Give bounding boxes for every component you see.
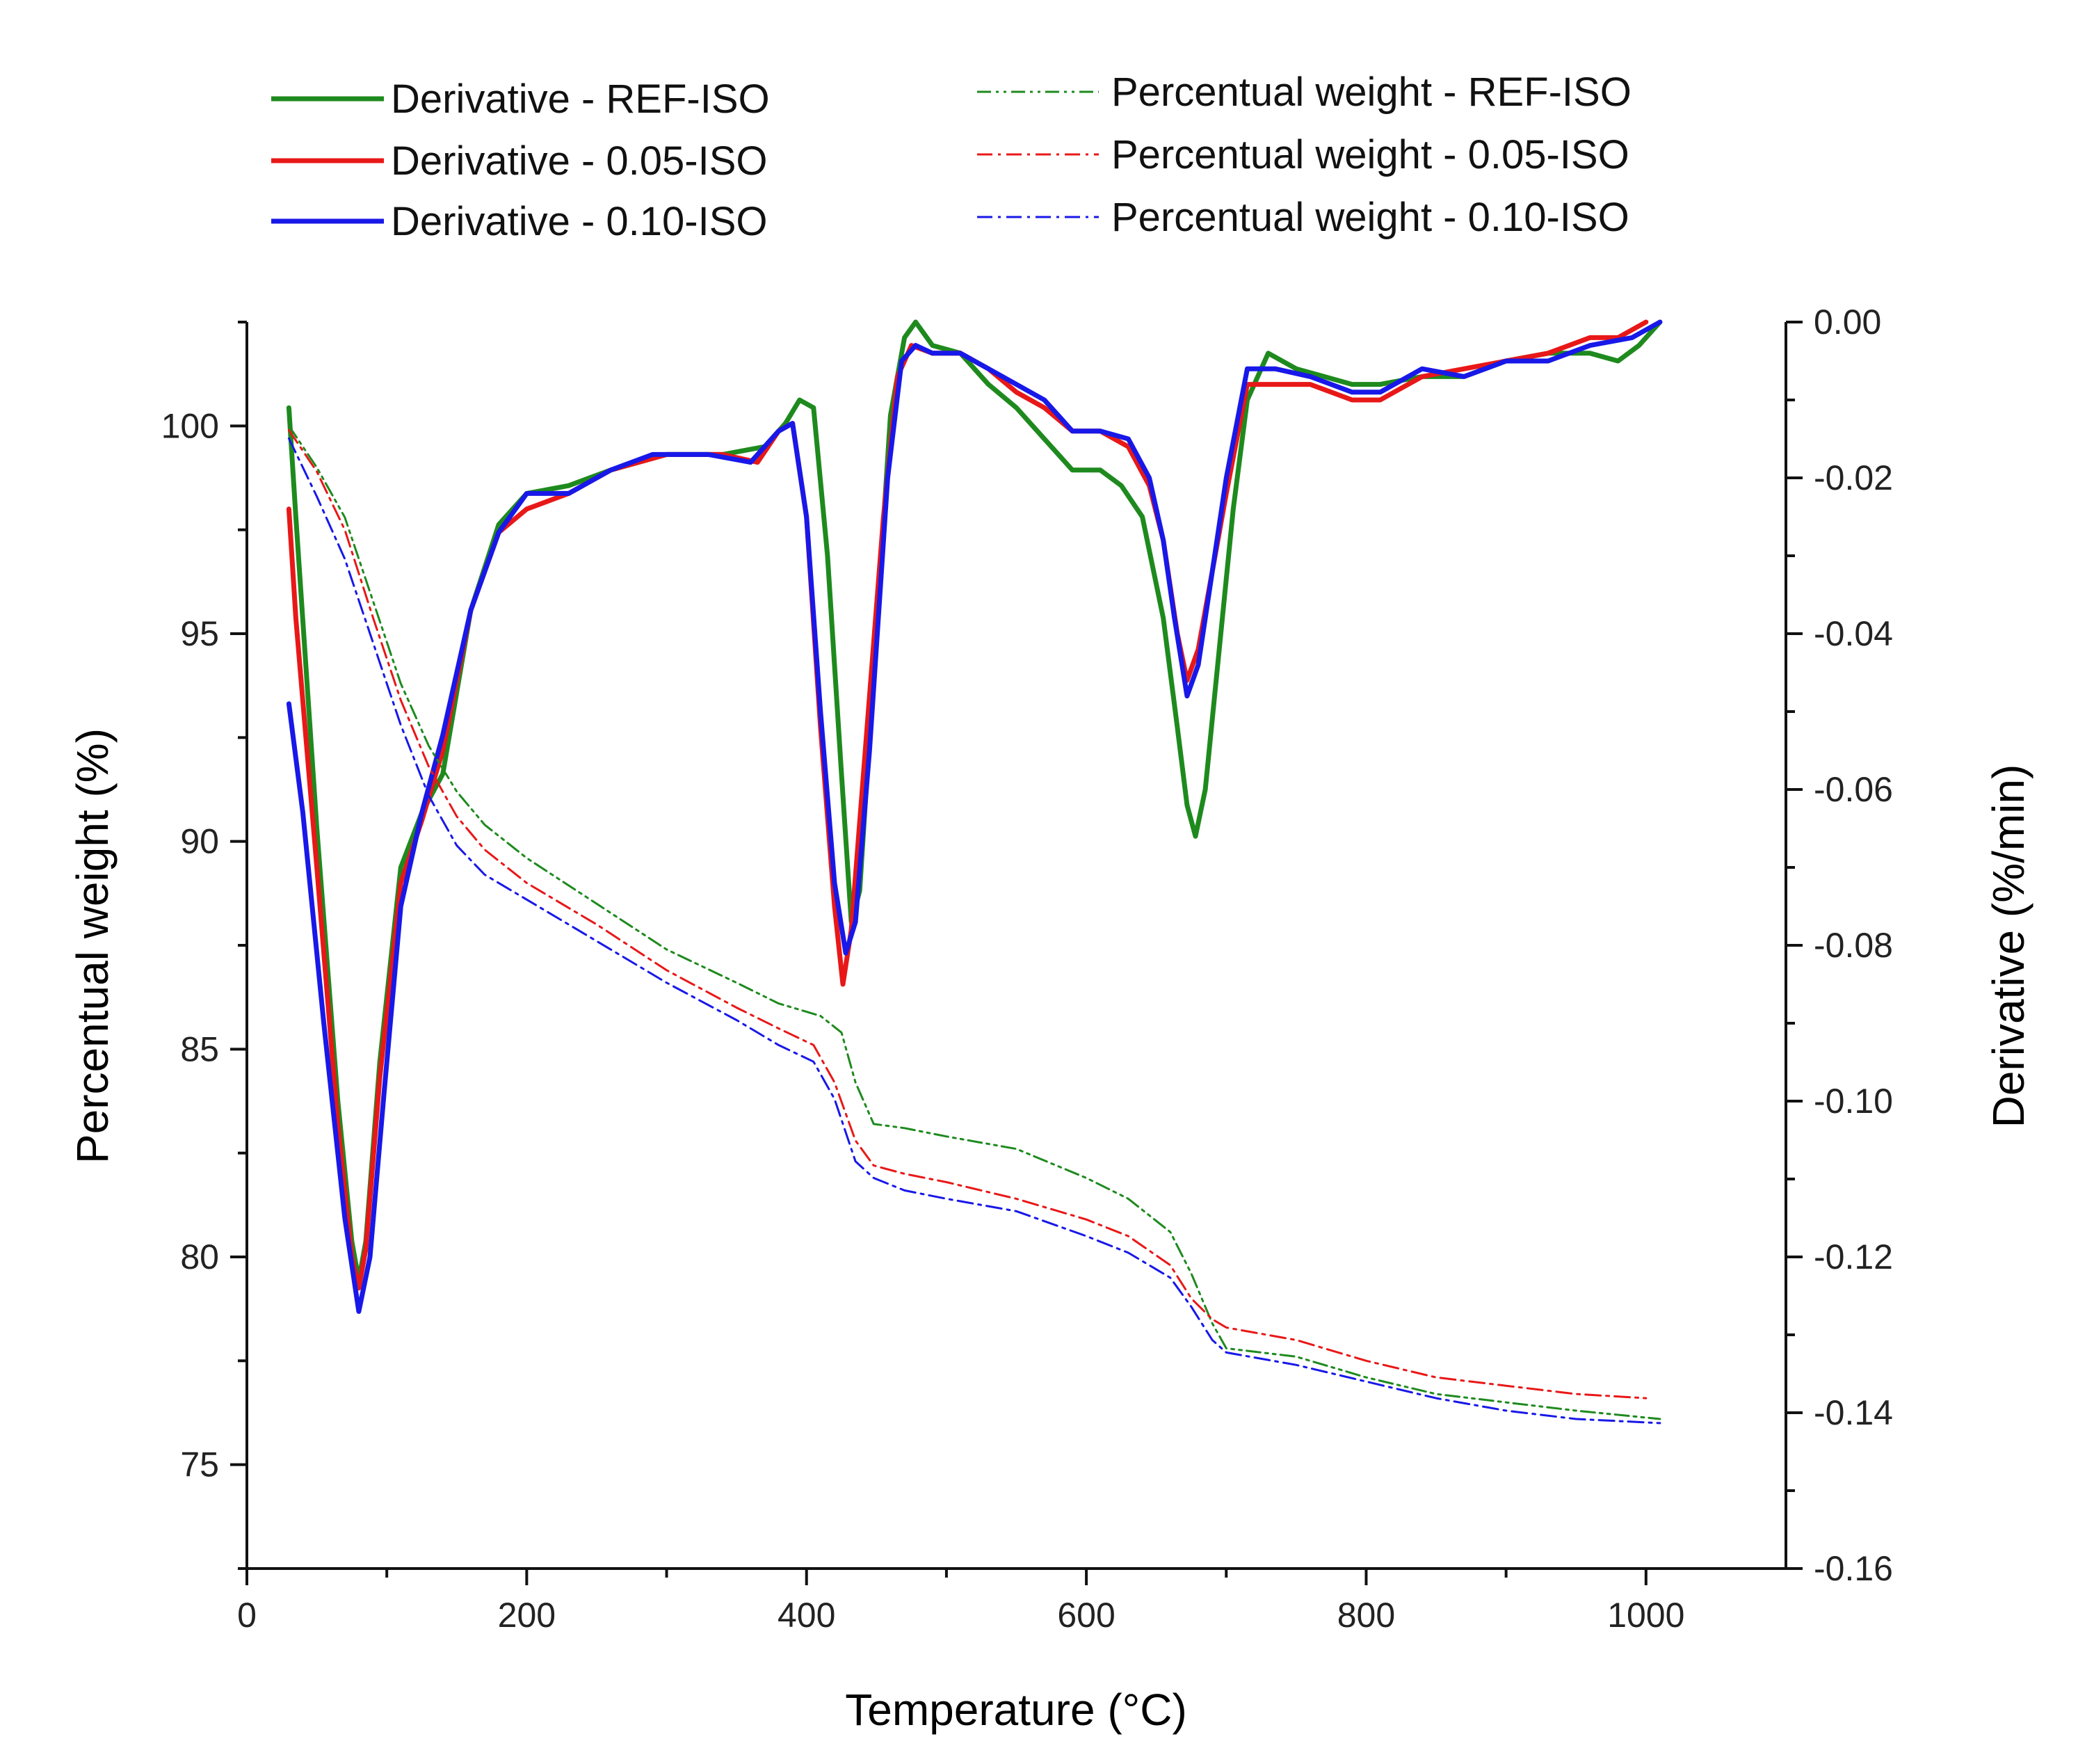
series-line-percentual-weight-0-10-iso [287, 437, 1661, 1425]
series-line-derivative-0-10-iso [286, 319, 1663, 1314]
x-tick-label: 400 [778, 1596, 835, 1635]
y-axis-left-title: Percentual weight (%) [67, 728, 118, 1164]
y-right-tick-label: -0.12 [1814, 1237, 1893, 1276]
legend: Derivative - REF-ISO Derivative - 0.05-I… [271, 70, 1632, 244]
x-tick-label: 800 [1337, 1596, 1395, 1635]
y-right-tick-label: -0.04 [1814, 614, 1893, 653]
y-left-tick-label: 80 [180, 1237, 219, 1276]
y-right-tick-label: -0.14 [1814, 1393, 1893, 1432]
x-tick-label: 1000 [1607, 1596, 1684, 1635]
y-left-tick-label: 85 [180, 1029, 219, 1068]
x-tick-label: 600 [1057, 1596, 1115, 1635]
axis-ticks: 0 200 400 600 800 1000 75 80 85 90 95 100 -0.16 -0.14… [161, 303, 1893, 1635]
y-left-tick-label: 100 [161, 406, 219, 445]
legend-label-derivative-010-iso: Derivative - 0.10-ISO [391, 199, 768, 244]
y-right-tick-label: -0.16 [1814, 1549, 1893, 1588]
plot-series [286, 319, 1663, 1425]
axes: 0 200 400 600 800 1000 75 80 85 90 95 100 -0.16 -0.14… [161, 303, 1893, 1635]
y-left-tick-label: 95 [180, 614, 219, 653]
series-line-percentual-weight-0-05-iso [287, 428, 1648, 1400]
y-right-tick-label: -0.02 [1814, 458, 1893, 497]
legend-label-weight-ref-iso: Percentual weight - REF-ISO [1111, 70, 1632, 115]
y-right-tick-label: -0.08 [1814, 926, 1893, 965]
x-tick-label: 200 [498, 1596, 556, 1635]
x-tick-label: 0 [237, 1596, 257, 1635]
legend-label-weight-005-iso: Percentual weight - 0.05-ISO [1111, 132, 1629, 177]
legend-label-derivative-ref-iso: Derivative - REF-ISO [391, 77, 770, 122]
y-left-tick-label: 75 [180, 1445, 219, 1484]
series-line-derivative-ref-iso [286, 319, 1663, 1283]
y-right-tick-label: -0.10 [1814, 1082, 1893, 1121]
y-right-tick-label: -0.06 [1814, 770, 1893, 809]
x-axis-title: Temperature (°C) [845, 1685, 1187, 1735]
y-left-tick-label: 90 [180, 822, 219, 861]
y-right-tick-label: 0.00 [1814, 303, 1881, 342]
y-axis-right-title: Derivative (%/min) [1983, 764, 2033, 1128]
series-line-percentual-weight-ref-iso [287, 424, 1661, 1420]
legend-label-derivative-005-iso: Derivative - 0.05-ISO [391, 138, 768, 184]
legend-label-weight-010-iso: Percentual weight - 0.10-ISO [1111, 195, 1629, 240]
